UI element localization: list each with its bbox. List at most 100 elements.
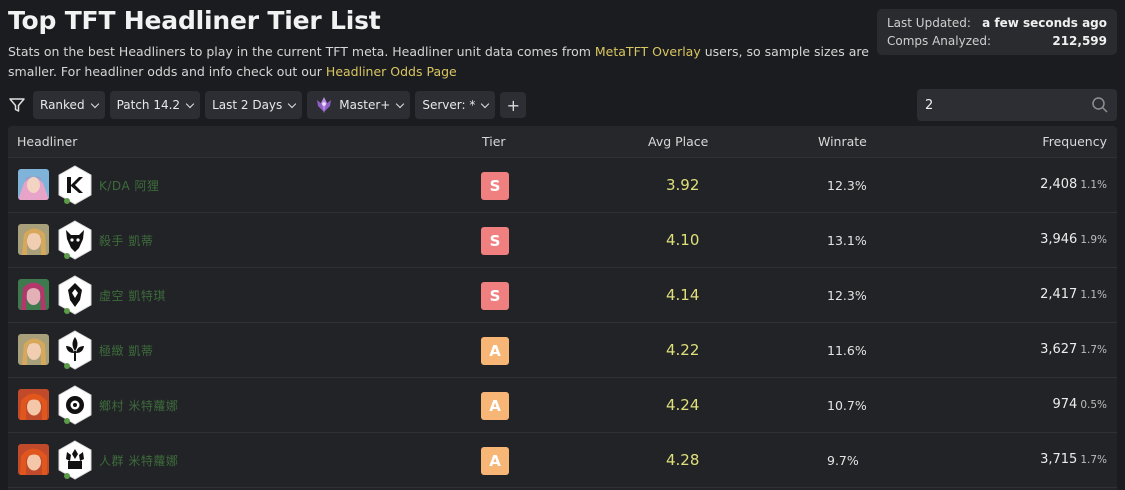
col-winrate[interactable]: Winrate — [818, 134, 867, 149]
table-row[interactable]: K/DA 阿狸 S 3.92 12.3% 2,408 1.1% — [8, 158, 1117, 213]
col-frequency[interactable]: Frequency — [1042, 134, 1107, 149]
last-updated-label: Last Updated: — [887, 16, 971, 30]
rank-dropdown[interactable]: Master+ — [307, 91, 411, 119]
champion-portrait — [18, 334, 49, 365]
headliner-table: Headliner Tier Avg Place Winrate Frequen… — [8, 126, 1117, 490]
headliner-name: 鄉村 米特蘿娜 — [99, 399, 179, 413]
table-row[interactable]: 鄉村 米特蘿娜 A 4.24 10.7% 974 0.5% — [8, 378, 1117, 433]
frequency-count: 3,946 — [1040, 232, 1078, 247]
table-row[interactable]: 殺手 凱蒂 S 4.10 13.1% 3,946 1.9% — [8, 213, 1117, 268]
tier-badge: S — [481, 172, 509, 200]
frequency-count: 974 — [1052, 397, 1078, 412]
server-label: Server: * — [422, 98, 476, 112]
comps-analyzed-label: Comps Analyzed: — [887, 34, 992, 48]
frequency-percent: 1.7% — [1080, 344, 1107, 356]
winrate: 9.7% — [827, 453, 859, 468]
stats-panel: Last Updated: a few seconds ago Comps Ana… — [877, 9, 1117, 55]
heart-trait-icon — [57, 275, 93, 315]
search-icon[interactable] — [1091, 96, 1109, 114]
demon-trait-icon — [57, 220, 93, 260]
tier-badge: A — [481, 392, 509, 420]
leaf-trait-icon — [57, 330, 93, 370]
tier-badge: S — [481, 282, 509, 310]
frequency-count: 2,417 — [1040, 287, 1078, 302]
chevron-down-icon — [288, 99, 297, 108]
frequency-percent: 1.7% — [1080, 454, 1107, 466]
mode-dropdown[interactable]: Ranked — [33, 91, 105, 119]
page-title: Top TFT Headliner Tier List — [8, 6, 381, 35]
champion-portrait — [18, 279, 49, 310]
headliner-name: 殺手 凱蒂 — [99, 234, 154, 248]
table-header: Headliner Tier Avg Place Winrate Frequen… — [8, 126, 1117, 158]
frequency: 3,946 1.9% — [1040, 232, 1107, 247]
desc-text-2: users, so sample sizes are smaller. For … — [8, 44, 869, 79]
chevron-down-icon — [396, 99, 405, 108]
table-row[interactable]: 虛空 凱特琪 S 4.14 12.3% 2,417 1.1% — [8, 268, 1117, 323]
winrate: 11.6% — [827, 343, 867, 358]
frequency-count: 3,715 — [1040, 452, 1078, 467]
server-dropdown[interactable]: Server: * — [415, 91, 496, 119]
champion-portrait — [18, 224, 49, 255]
frequency-count: 2,408 — [1040, 177, 1078, 192]
champion-portrait — [18, 389, 49, 420]
frequency: 2,408 1.1% — [1040, 177, 1107, 192]
comps-analyzed-value: 212,599 — [1052, 34, 1107, 48]
avg-place: 3.92 — [666, 176, 700, 194]
chevron-down-icon — [90, 99, 99, 108]
headliner-name: 人群 米特蘿娜 — [99, 454, 179, 468]
champion-portrait — [18, 169, 49, 200]
frequency: 3,627 1.7% — [1040, 342, 1107, 357]
headliner-odds-link[interactable]: Headliner Odds Page — [325, 63, 457, 79]
page-description: Stats on the best Headliners to play in … — [8, 42, 870, 81]
patch-dropdown[interactable]: Patch 14.2 — [109, 91, 201, 119]
filter-icon[interactable] — [6, 91, 28, 119]
tier-badge: A — [481, 337, 509, 365]
frequency: 3,715 1.7% — [1040, 452, 1107, 467]
winrate: 13.1% — [827, 233, 867, 248]
time-label: Last 2 Days — [212, 98, 283, 112]
table-row[interactable]: 極緻 凱蒂 A 4.22 11.6% 3,627 1.7% — [8, 323, 1117, 378]
winrate: 12.3% — [827, 288, 867, 303]
winrate: 10.7% — [827, 398, 867, 413]
avg-place: 4.14 — [666, 286, 700, 304]
col-avg-place[interactable]: Avg Place — [648, 134, 709, 149]
kda-trait-icon — [57, 165, 93, 205]
headliner-name: K/DA 阿狸 — [99, 179, 160, 193]
frequency-percent: 0.5% — [1080, 399, 1107, 411]
champion-portrait — [18, 444, 49, 475]
desc-text-1: Stats on the best Headliners to play in … — [8, 44, 595, 59]
avg-place: 4.24 — [666, 396, 700, 414]
last-updated-value: a few seconds ago — [982, 16, 1107, 30]
avg-place: 4.10 — [666, 231, 700, 249]
col-tier[interactable]: Tier — [482, 134, 506, 149]
table-row[interactable]: 人群 米特蘿娜 A 4.28 9.7% 3,715 1.7% — [8, 433, 1117, 488]
rank-label: Master+ — [339, 98, 391, 112]
mode-label: Ranked — [40, 98, 85, 112]
frequency: 974 0.5% — [1052, 397, 1107, 412]
tier-badge: S — [481, 227, 509, 255]
chevron-down-icon — [185, 99, 195, 108]
winrate: 12.3% — [827, 178, 867, 193]
time-dropdown[interactable]: Last 2 Days — [205, 91, 303, 119]
col-headliner[interactable]: Headliner — [17, 134, 78, 149]
search-input[interactable] — [925, 97, 1091, 113]
headliner-name: 虛空 凱特琪 — [99, 289, 166, 303]
metatft-overlay-link[interactable]: MetaTFT Overlay — [594, 44, 701, 59]
crowd-trait-icon — [57, 440, 93, 480]
filter-bar: Ranked Patch 14.2 Last 2 Days Master+ Se… — [6, 91, 527, 119]
flower-trait-icon — [57, 385, 93, 425]
avg-place: 4.22 — [666, 341, 700, 359]
chevron-down-icon — [481, 99, 490, 108]
frequency: 2,417 1.1% — [1040, 287, 1107, 302]
avg-place: 4.28 — [666, 451, 700, 469]
frequency-percent: 1.9% — [1080, 234, 1107, 246]
frequency-percent: 1.1% — [1080, 179, 1107, 191]
master-rank-icon — [314, 95, 334, 115]
frequency-percent: 1.1% — [1080, 289, 1107, 301]
tier-badge: A — [481, 447, 509, 475]
add-filter-button[interactable]: + — [500, 92, 527, 118]
search-box[interactable] — [917, 89, 1117, 121]
patch-label: Patch 14.2 — [116, 98, 181, 112]
headliner-name: 極緻 凱蒂 — [99, 344, 154, 358]
frequency-count: 3,627 — [1040, 342, 1078, 357]
